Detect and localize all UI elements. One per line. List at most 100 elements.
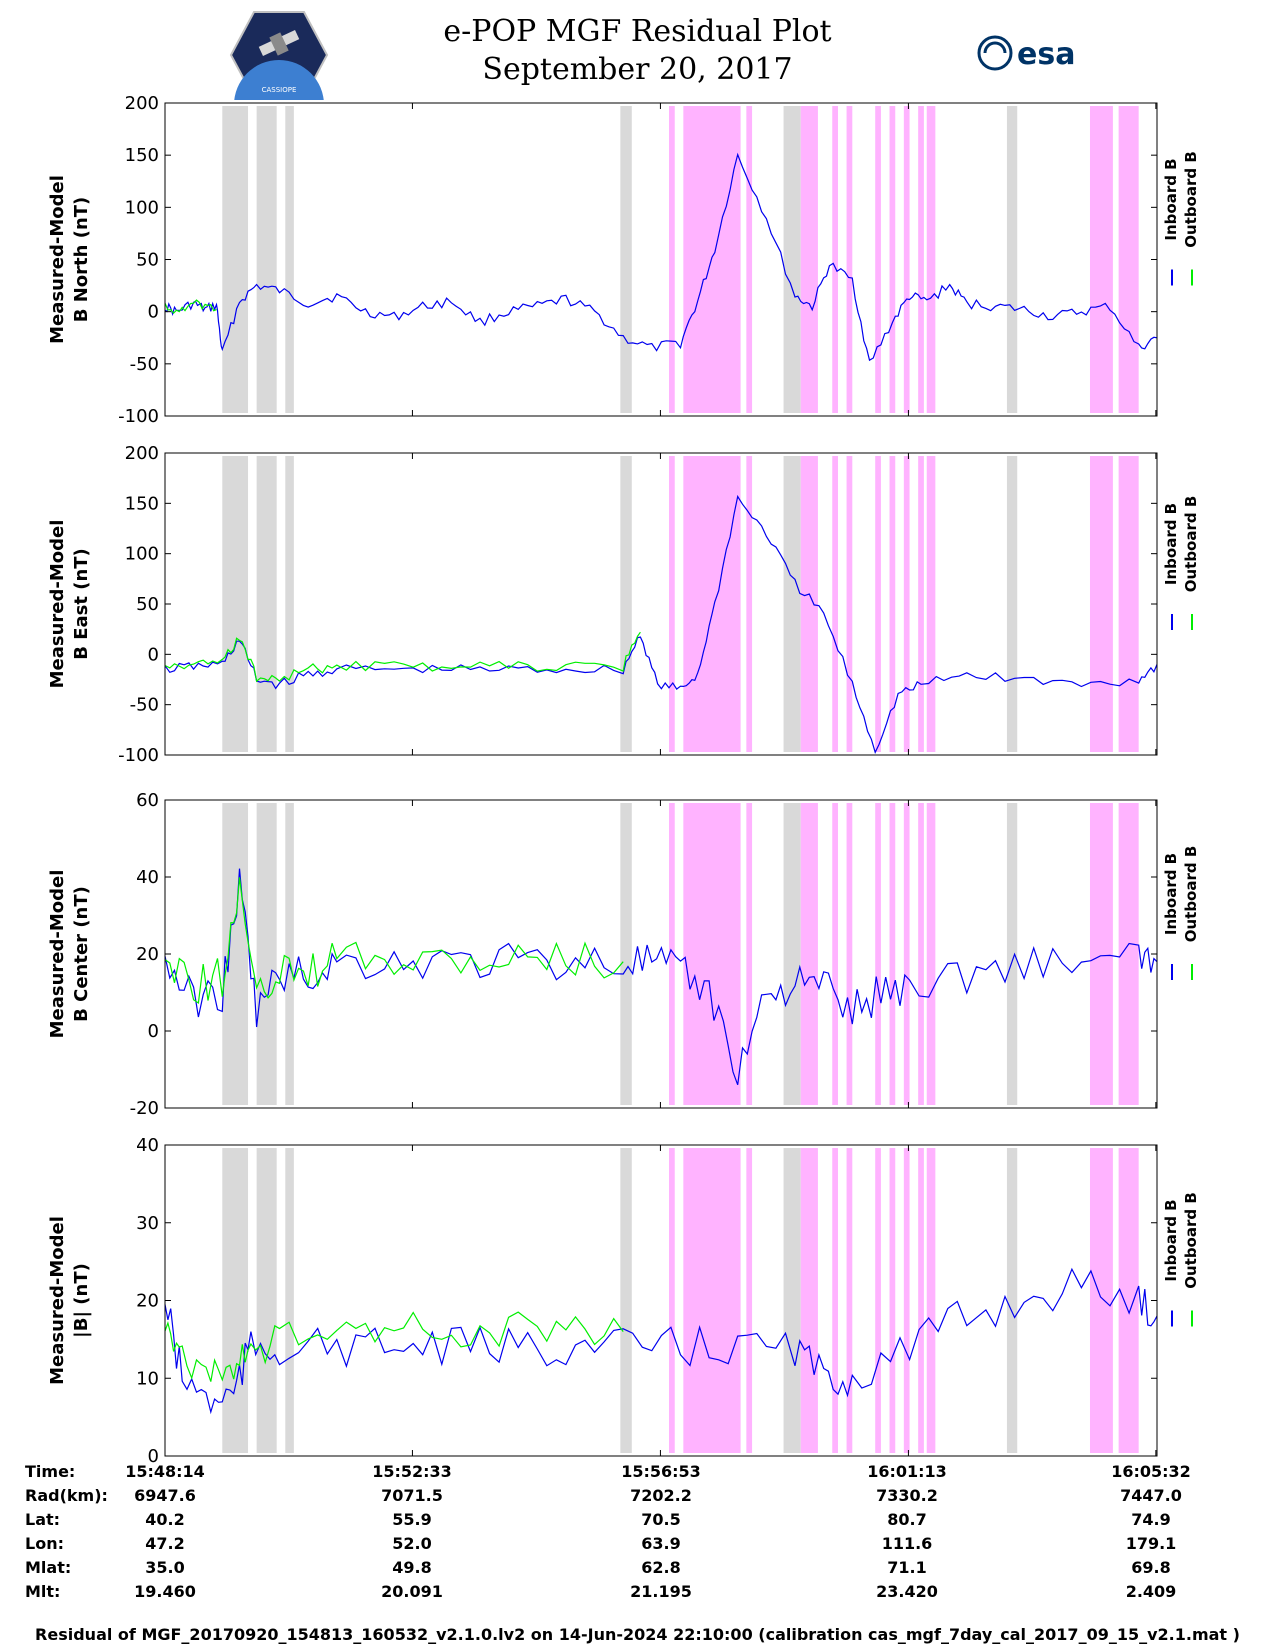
gray-band-2-0 bbox=[222, 803, 249, 1105]
y-tick-label-1-2: 100 bbox=[125, 544, 159, 565]
cassiope-logo-icon: CASSIOPE bbox=[229, 11, 329, 100]
magenta-band-2-7 bbox=[889, 803, 896, 1105]
magenta-band-3-3 bbox=[800, 1148, 818, 1453]
orbit-info-table: Time: Rad(km): Lat: Lon: Mlat: Mlt: 15:4… bbox=[0, 1462, 1275, 1622]
magenta-band-2-3 bbox=[800, 803, 818, 1105]
footer-time-0: 15:48:14 bbox=[125, 1462, 205, 1481]
gray-band-3-0 bbox=[222, 1148, 249, 1453]
gray-band-1-0 bbox=[222, 456, 249, 752]
gray-band-3-4 bbox=[783, 1148, 801, 1453]
magenta-band-0-10 bbox=[926, 106, 936, 413]
y-axis-label-line2-1: B East (nT) bbox=[71, 548, 92, 660]
magenta-band-1-10 bbox=[926, 456, 936, 752]
y-tick-label-1-0: 200 bbox=[125, 443, 159, 464]
magenta-band-0-2 bbox=[746, 106, 753, 413]
magenta-band-1-9 bbox=[918, 456, 924, 752]
y-axis-label-line1-1: Measured-Model bbox=[47, 520, 68, 689]
magenta-band-3-11 bbox=[1089, 1148, 1113, 1453]
gray-band-2-4 bbox=[783, 803, 801, 1105]
y-axis-label-line1-3: Measured-Model bbox=[47, 1216, 68, 1385]
esa-logo-icon: esa bbox=[977, 35, 1075, 72]
y-tick-label-2-1: 40 bbox=[136, 867, 159, 888]
magenta-band-2-8 bbox=[903, 803, 910, 1105]
y-axis-label-line2-0: B North (nT) bbox=[71, 197, 92, 323]
magenta-band-0-3 bbox=[800, 106, 818, 413]
legend-inboard-label-3: Inboard B bbox=[1162, 1199, 1180, 1281]
magenta-band-1-11 bbox=[1089, 456, 1113, 752]
y-tick-label-2-4: -20 bbox=[130, 1098, 159, 1119]
y-tick-label-1-6: -100 bbox=[118, 745, 159, 766]
magenta-band-2-4 bbox=[832, 803, 838, 1105]
gray-band-2-5 bbox=[1006, 803, 1018, 1105]
y-tick-label-3-1: 30 bbox=[136, 1213, 159, 1234]
footer-rad-4: 7447.0 bbox=[1120, 1486, 1182, 1505]
footer-time-2: 15:56:53 bbox=[621, 1462, 701, 1481]
legend-inboard-label-2: Inboard B bbox=[1162, 853, 1180, 935]
cassiope-logo-text: CASSIOPE bbox=[262, 86, 297, 94]
esa-logo-text: esa bbox=[1017, 37, 1075, 72]
footer-lat-2: 70.5 bbox=[641, 1510, 681, 1529]
magenta-band-1-2 bbox=[746, 456, 753, 752]
y-tick-label-3-2: 20 bbox=[136, 1291, 159, 1312]
y-tick-label-2-3: 0 bbox=[148, 1021, 159, 1042]
magenta-band-2-9 bbox=[918, 803, 924, 1105]
footer-lon-4: 179.1 bbox=[1125, 1534, 1177, 1553]
gray-band-1-5 bbox=[1006, 456, 1018, 752]
footer-mlat-2: 62.8 bbox=[641, 1558, 681, 1577]
magenta-band-1-8 bbox=[903, 456, 910, 752]
footer-rad-0: 6947.6 bbox=[134, 1486, 196, 1505]
magenta-band-2-2 bbox=[746, 803, 753, 1105]
magenta-band-3-0 bbox=[669, 1148, 675, 1453]
magenta-band-3-10 bbox=[926, 1148, 936, 1453]
magenta-band-1-3 bbox=[800, 456, 818, 752]
y-tick-label-0-4: 0 bbox=[148, 302, 159, 323]
footer-mlt-0: 19.460 bbox=[134, 1582, 196, 1601]
series-line-inboard-0 bbox=[164, 152, 1158, 362]
magenta-band-3-8 bbox=[903, 1148, 910, 1453]
series-line-inboard-1 bbox=[164, 494, 1158, 754]
y-axis-label-line2-2: B Center (nT) bbox=[71, 886, 92, 1022]
footer-lat-0: 40.2 bbox=[145, 1510, 185, 1529]
magenta-band-2-12 bbox=[1118, 803, 1139, 1105]
magenta-band-3-9 bbox=[918, 1148, 924, 1453]
gray-band-0-1 bbox=[256, 106, 277, 413]
footer-mlt-2: 21.195 bbox=[630, 1582, 692, 1601]
gray-band-0-2 bbox=[285, 106, 294, 413]
magenta-band-3-12 bbox=[1118, 1148, 1139, 1453]
magenta-band-3-4 bbox=[832, 1148, 838, 1453]
gray-band-0-4 bbox=[783, 106, 801, 413]
gray-band-2-3 bbox=[620, 803, 632, 1105]
y-axis-label-line1-2: Measured-Model bbox=[47, 870, 68, 1039]
series-line-outboard-1 bbox=[164, 631, 641, 683]
magenta-band-1-0 bbox=[669, 456, 675, 752]
footer-lat-1: 55.9 bbox=[392, 1510, 432, 1529]
legend-outboard-label-0: Outboard B bbox=[1182, 151, 1200, 248]
gray-band-2-1 bbox=[256, 803, 277, 1105]
magenta-band-3-6 bbox=[875, 1148, 881, 1453]
gray-band-1-2 bbox=[285, 456, 294, 752]
series-line-inboard-2 bbox=[164, 868, 1158, 1086]
footer-lon-2: 63.9 bbox=[641, 1534, 681, 1553]
legend-inboard-label-0: Inboard B bbox=[1162, 158, 1180, 240]
y-tick-label-1-4: 0 bbox=[148, 644, 159, 665]
figure-caption: Residual of MGF_20170920_154813_160532_v… bbox=[35, 1625, 1240, 1644]
magenta-band-2-5 bbox=[846, 803, 853, 1105]
footer-mlat-1: 49.8 bbox=[392, 1558, 432, 1577]
footer-mlat-3: 71.1 bbox=[887, 1558, 927, 1577]
magenta-band-0-4 bbox=[832, 106, 838, 413]
legend-inboard-label-1: Inboard B bbox=[1162, 503, 1180, 585]
gray-band-1-4 bbox=[783, 456, 801, 752]
y-axis-label-line2-3: |B| (nT) bbox=[71, 1263, 92, 1338]
magenta-band-2-10 bbox=[926, 803, 936, 1105]
magenta-band-1-6 bbox=[875, 456, 881, 752]
y-tick-label-3-4: 0 bbox=[148, 1446, 159, 1467]
y-tick-label-0-0: 200 bbox=[125, 93, 159, 114]
y-tick-label-3-0: 40 bbox=[136, 1135, 159, 1156]
footer-lat-3: 80.7 bbox=[887, 1510, 927, 1529]
series-line-inboard-3 bbox=[164, 1267, 1158, 1415]
magenta-band-0-11 bbox=[1089, 106, 1113, 413]
y-tick-label-1-3: 50 bbox=[136, 594, 159, 615]
y-axis-label-line1-0: Measured-Model bbox=[47, 175, 68, 344]
legend-outboard-label-1: Outboard B bbox=[1182, 496, 1200, 593]
magenta-band-0-8 bbox=[903, 106, 910, 413]
